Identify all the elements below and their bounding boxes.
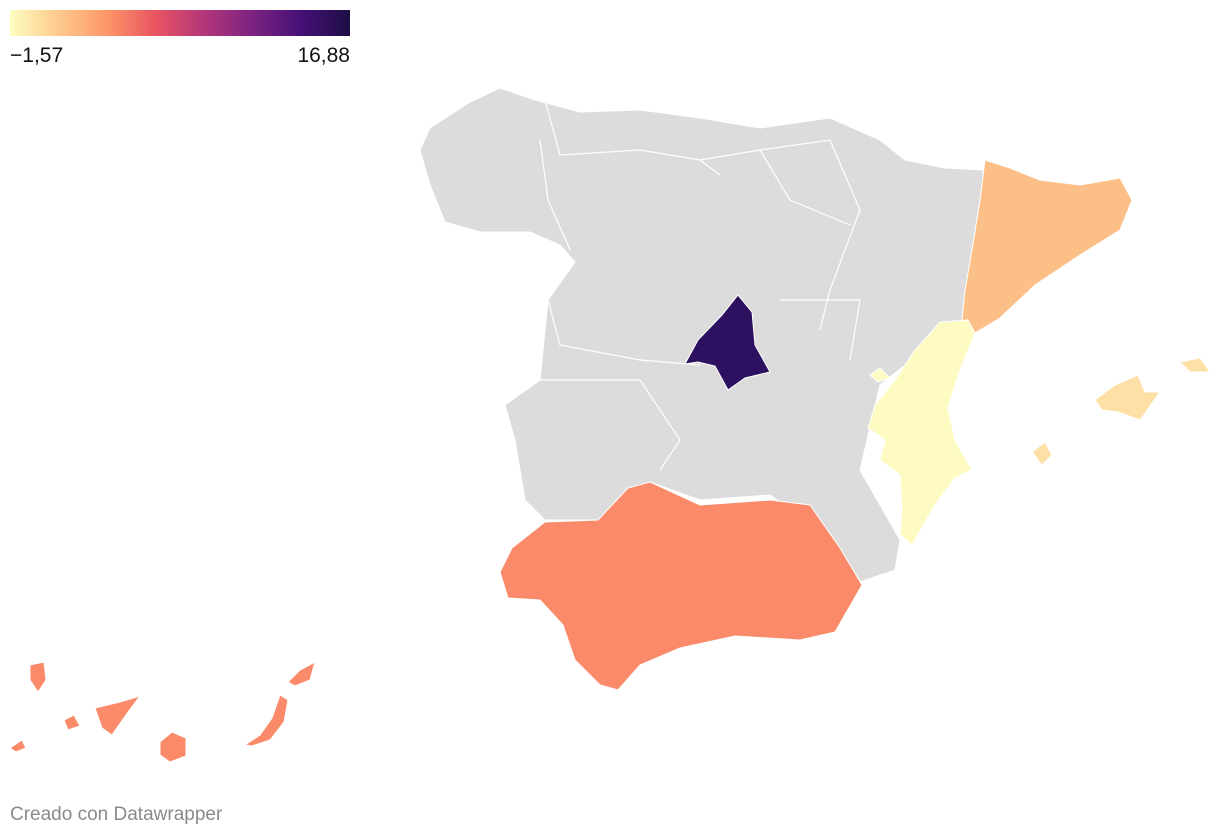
region-baleares-menorca[interactable]	[1178, 357, 1211, 373]
color-legend: −1,57 16,88	[10, 10, 350, 70]
region-baleares-mallorca[interactable]	[1094, 374, 1161, 421]
region-canarias-grancanaria[interactable]	[159, 731, 187, 763]
region-canarias-gomera[interactable]	[63, 714, 81, 731]
region-valencia[interactable]	[867, 319, 976, 546]
region-canarias-lapalma[interactable]	[29, 661, 47, 693]
region-canarias-tenerife[interactable]	[94, 695, 142, 736]
region-canarias-hierro[interactable]	[9, 739, 27, 753]
region-madrid[interactable]	[684, 294, 771, 391]
region-baleares-ibiza[interactable]	[1031, 441, 1053, 466]
region-valencia-enclave[interactable]	[869, 367, 891, 383]
legend-gradient-bar	[10, 10, 350, 36]
region-andalucia[interactable]	[499, 481, 863, 691]
region-canarias-fuerteventura[interactable]	[243, 694, 289, 747]
internal-border	[539, 99, 861, 471]
legend-max-label: 16,88	[297, 44, 350, 67]
region-cataluna[interactable]	[961, 159, 1133, 334]
legend-min-label: −1,57	[10, 44, 64, 67]
credit-footer: Creado con Datawrapper	[10, 804, 223, 825]
region-canarias-lanzarote[interactable]	[287, 661, 316, 687]
